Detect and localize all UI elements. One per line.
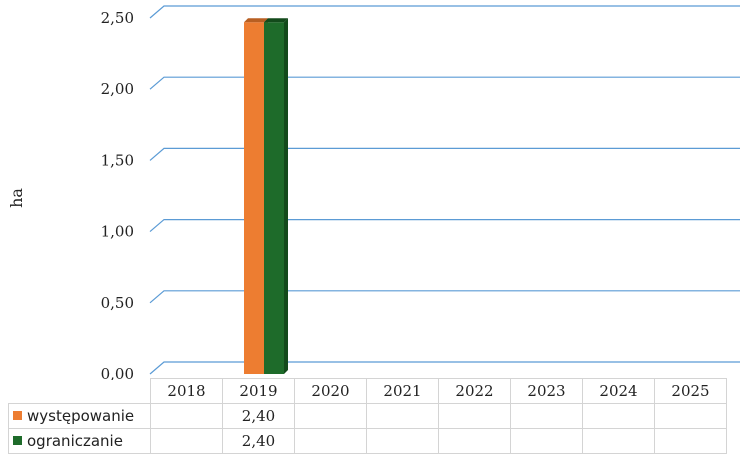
data-label [510, 403, 583, 429]
y-axis-ticks: 0,00 0,50 1,00 1,50 2,00 2,50 [101, 9, 134, 380]
data-label [150, 428, 223, 454]
data-table-row-ograniczanie: ograniczanie 2,40 [8, 428, 727, 454]
data-label [366, 403, 439, 429]
data-label [150, 403, 223, 429]
x-tick-label: 2022 [438, 378, 511, 404]
gridline [149, 5, 740, 19]
x-tick-label: 2020 [294, 378, 367, 404]
y-tick-label: 1,00 [101, 223, 134, 241]
data-label [510, 428, 583, 454]
data-label [582, 403, 655, 429]
x-tick-label: 2018 [150, 378, 223, 404]
data-table-header-row: 2018 2019 2020 2021 2022 2023 2024 2025 [8, 378, 727, 404]
data-label [294, 428, 367, 454]
data-table: 2018 2019 2020 2021 2022 2023 2024 2025 występo… [8, 378, 727, 454]
data-label: 2,40 [222, 403, 295, 429]
legend-swatch-orange [13, 411, 22, 420]
legend-entry-wystepowanie: występowanie [8, 403, 151, 429]
y-tick-label: 0,50 [101, 294, 134, 312]
gridline [149, 361, 740, 375]
gridline [149, 147, 740, 161]
data-label [294, 403, 367, 429]
x-tick-label: 2021 [366, 378, 439, 404]
data-label [438, 403, 511, 429]
legend-swatch-green [13, 436, 22, 445]
bar-chart: 0,00 0,50 1,00 1,50 2,00 2,50 ha [7, 5, 740, 380]
gridline [149, 76, 740, 90]
data-label [366, 428, 439, 454]
x-tick-label: 2024 [582, 378, 655, 404]
bars [244, 18, 288, 375]
gridline [149, 219, 740, 233]
data-label [438, 428, 511, 454]
gridlines [149, 5, 740, 375]
data-table-corner [8, 378, 151, 404]
data-label [582, 428, 655, 454]
gridline [149, 290, 740, 304]
y-tick-label: 2,00 [101, 80, 134, 98]
y-tick-label: 1,50 [101, 151, 134, 169]
legend-entry-ograniczanie: ograniczanie [8, 428, 151, 454]
legend-label: występowanie [27, 407, 135, 425]
y-tick-label: 0,00 [101, 365, 134, 380]
data-table-row-wystepowanie: występowanie 2,40 [8, 403, 727, 429]
data-label [654, 428, 727, 454]
data-label [654, 403, 727, 429]
bar-ograniczanie-2019 [264, 18, 288, 375]
x-tick-label: 2025 [654, 378, 727, 404]
y-tick-label: 2,50 [101, 9, 134, 27]
y-axis-label: ha [7, 188, 26, 208]
x-tick-label: 2023 [510, 378, 583, 404]
x-tick-label: 2019 [222, 378, 295, 404]
legend-label: ograniczanie [27, 432, 123, 450]
data-label: 2,40 [222, 428, 295, 454]
